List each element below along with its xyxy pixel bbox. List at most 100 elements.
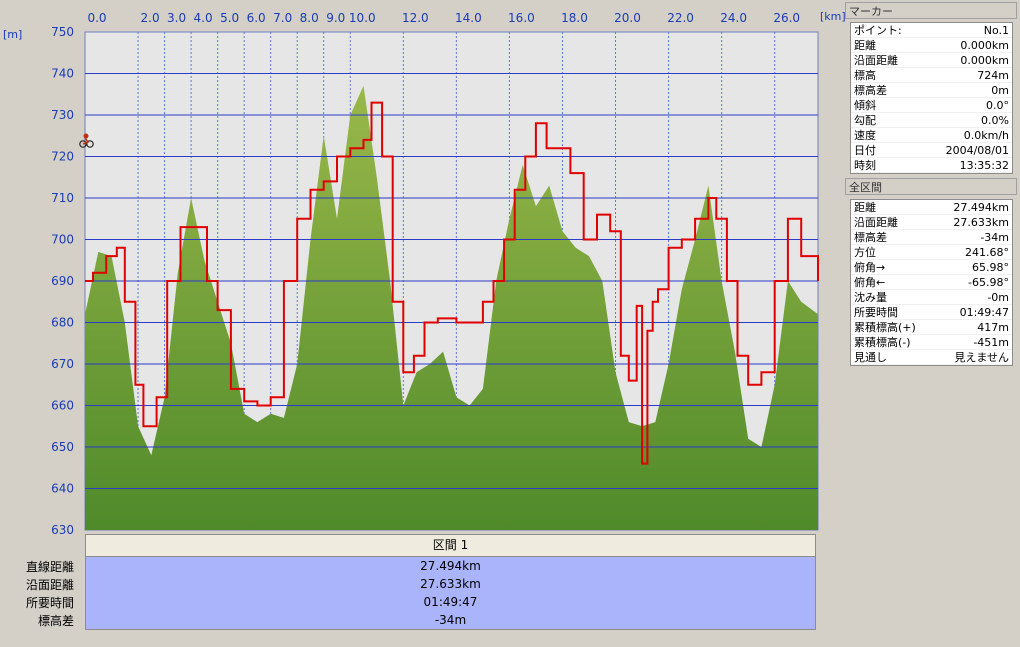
info-row: 日付 2004/08/01 [851, 143, 1012, 158]
info-row-value: 241.68° [965, 245, 1009, 259]
x-tick-label: 16.0 [508, 11, 535, 25]
info-row: 勾配 0.0% [851, 113, 1012, 128]
info-row-value: 724m [977, 68, 1009, 82]
info-row-value: 27.494km [953, 200, 1009, 214]
info-row: 速度 0.0km/h [851, 128, 1012, 143]
info-row-value: -451m [973, 335, 1009, 349]
section-panel-title: 全区間 [845, 178, 1017, 195]
x-tick-label: 9.0 [326, 11, 345, 25]
info-row-label: 俯角→ [854, 260, 886, 274]
y-tick-label: 720 [51, 150, 74, 164]
summary-labels: 直線距離沿面距離所要時間標高差 [0, 558, 80, 630]
x-tick-label: 22.0 [667, 11, 694, 25]
y-tick-label: 670 [51, 357, 74, 371]
info-row: 沿面距離 27.633km [851, 215, 1012, 230]
y-tick-label: 750 [51, 25, 74, 39]
info-row-label: 傾斜 [854, 98, 876, 112]
horizontal-grid [85, 73, 818, 489]
x-tick-label: 6.0 [247, 11, 266, 25]
info-row-value: 0.0% [981, 113, 1009, 127]
info-row: 見通し 見えません [851, 350, 1012, 365]
x-tick-label: 2.0 [141, 11, 160, 25]
info-row: 距離 27.494km [851, 200, 1012, 215]
summary-label: 標高差 [37, 614, 74, 628]
info-row-value: 2004/08/01 [945, 143, 1009, 157]
x-tick-label: 0.0 [87, 11, 106, 25]
summary-value: 01:49:47 [423, 595, 478, 609]
info-row-label: ポイント: [854, 23, 902, 37]
info-row-value: 0.000km [960, 53, 1009, 67]
info-row-value: -34m [980, 230, 1009, 244]
info-row-value: 0.0° [986, 98, 1009, 112]
info-row: 時刻 13:35:32 [851, 158, 1012, 173]
y-tick-label: 730 [51, 108, 74, 122]
x-tick-labels: 0.0 2.0 3.0 4.0 5.0 6.0 7.0 8.0 9.0 10.0 12.0 14.0 1… [87, 11, 800, 25]
info-row-label: 沿面距離 [854, 215, 898, 229]
x-tick-label: 5.0 [220, 11, 239, 25]
summary-value: 27.494km [420, 559, 481, 573]
x-unit-label: [km] [820, 10, 845, 23]
summary-values: 27.494km 27.633km 01:49:47 -34m [85, 557, 816, 630]
info-row: 方位 241.68° [851, 245, 1012, 260]
cyclist-marker-icon[interactable] [79, 133, 94, 148]
info-row-value: 0.0km/h [963, 128, 1009, 142]
y-tick-labels: 750 740 730 720 710 700 690 680 670 660 650 640 630 [51, 25, 74, 534]
summary-value: 27.633km [420, 577, 481, 591]
y-tick-label: 690 [51, 274, 74, 288]
info-row-label: 標高 [854, 68, 876, 82]
summary-label: 沿面距離 [25, 578, 74, 592]
info-row-label: 日付 [854, 143, 876, 157]
info-row-value: -0m [987, 290, 1009, 304]
section-info-table: 距離 27.494km 沿面距離 27.633km 標高差 -34m 方位 241.68° 俯角… [850, 199, 1013, 366]
y-tick-label: 650 [51, 440, 74, 454]
y-tick-label: 680 [51, 316, 74, 330]
info-row: 俯角← -65.98° [851, 275, 1012, 290]
info-row: 標高差 -34m [851, 230, 1012, 245]
info-row-value: -65.98° [968, 275, 1009, 289]
x-tick-label: 8.0 [300, 11, 319, 25]
info-row: 累積標高(+) 417m [851, 320, 1012, 335]
x-tick-label: 18.0 [561, 11, 588, 25]
info-row-value: 見えません [954, 350, 1009, 364]
x-tick-label: 12.0 [402, 11, 429, 25]
y-tick-label: 660 [51, 399, 74, 413]
terrain-area [85, 85, 818, 531]
info-row: 累積標高(-) -451m [851, 335, 1012, 350]
info-row: 所要時間 01:49:47 [851, 305, 1012, 320]
info-row-label: 沿面距離 [854, 53, 898, 67]
info-row-value: 417m [977, 320, 1009, 334]
info-row: 俯角→ 65.98° [851, 260, 1012, 275]
y-tick-label: 740 [51, 67, 74, 81]
y-tick-label: 630 [51, 523, 74, 534]
info-row-label: 距離 [854, 38, 876, 52]
summary-label: 所要時間 [25, 596, 74, 610]
info-row-value: 0m [991, 83, 1009, 97]
x-tick-label: 24.0 [720, 11, 747, 25]
y-tick-label: 640 [51, 482, 74, 496]
info-row-value: No.1 [983, 23, 1009, 37]
marker-info-table: ポイント: No.1 距離 0.000km 沿面距離 0.000km 標高 724m 標高差 0m… [850, 22, 1013, 174]
summary-value: -34m [434, 613, 467, 627]
elevation-chart[interactable]: [m] [km] 750 740 730 720 710 700 690 680 670 660 6… [0, 0, 845, 534]
info-row-label: 標高差 [854, 230, 887, 244]
info-row: 沈み量 -0m [851, 290, 1012, 305]
summary-header[interactable]: 区間 1 [85, 534, 816, 557]
x-tick-label: 14.0 [455, 11, 482, 25]
info-row-value: 27.633km [953, 215, 1009, 229]
x-tick-label: 26.0 [773, 11, 800, 25]
info-row-label: 距離 [854, 200, 876, 214]
info-row-label: 標高差 [854, 83, 887, 97]
info-row: 沿面距離 0.000km [851, 53, 1012, 68]
info-row-label: 見通し [854, 350, 887, 364]
info-row-label: 沈み量 [854, 290, 887, 304]
info-row-label: 累積標高(+) [854, 320, 916, 334]
y-tick-label: 710 [51, 191, 74, 205]
info-row-label: 所要時間 [854, 305, 898, 319]
info-row: 傾斜 0.0° [851, 98, 1012, 113]
summary-label: 直線距離 [25, 560, 74, 574]
info-row: ポイント: No.1 [851, 23, 1012, 38]
y-unit-label: [m] [3, 28, 22, 41]
y-tick-label: 700 [51, 233, 74, 247]
info-row-label: 速度 [854, 128, 876, 142]
x-tick-label: 7.0 [273, 11, 292, 25]
